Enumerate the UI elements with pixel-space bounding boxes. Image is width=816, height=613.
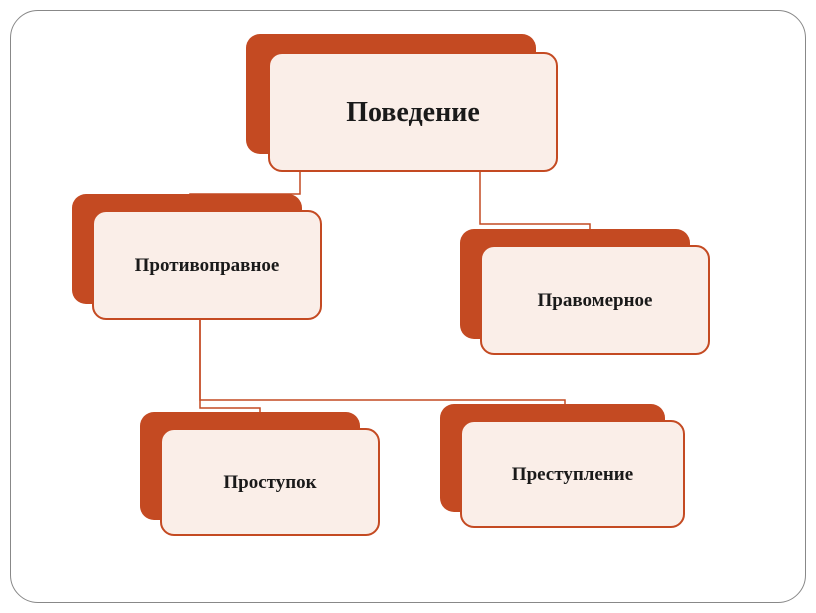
- node-label: Преступление: [506, 463, 639, 486]
- node-label: Противоправное: [129, 254, 286, 277]
- node-root: Поведение: [268, 52, 558, 172]
- node-label: Поведение: [340, 96, 486, 129]
- node-illegal: Противоправное: [92, 210, 322, 320]
- node-misdemeanor: Проступок: [160, 428, 380, 536]
- node-box: Правомерное: [480, 245, 710, 355]
- node-box: Преступление: [460, 420, 685, 528]
- node-box: Поведение: [268, 52, 558, 172]
- node-box: Проступок: [160, 428, 380, 536]
- node-label: Проступок: [217, 471, 322, 494]
- node-box: Противоправное: [92, 210, 322, 320]
- node-legal: Правомерное: [480, 245, 710, 355]
- node-crime: Преступление: [460, 420, 685, 528]
- node-label: Правомерное: [532, 289, 659, 312]
